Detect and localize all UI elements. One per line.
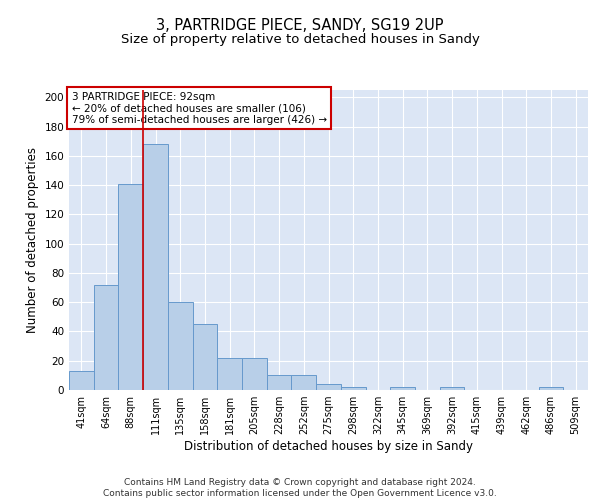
Bar <box>292 376 316 390</box>
Y-axis label: Number of detached properties: Number of detached properties <box>26 147 39 333</box>
X-axis label: Distribution of detached houses by size in Sandy: Distribution of detached houses by size … <box>184 440 473 453</box>
Bar <box>316 384 341 390</box>
Text: Size of property relative to detached houses in Sandy: Size of property relative to detached ho… <box>121 32 479 46</box>
Bar <box>539 387 563 390</box>
Bar <box>267 376 292 390</box>
Text: Contains HM Land Registry data © Crown copyright and database right 2024.
Contai: Contains HM Land Registry data © Crown c… <box>103 478 497 498</box>
Bar <box>242 358 267 390</box>
Bar <box>390 387 415 390</box>
Text: 3 PARTRIDGE PIECE: 92sqm
← 20% of detached houses are smaller (106)
79% of semi-: 3 PARTRIDGE PIECE: 92sqm ← 20% of detach… <box>71 92 327 124</box>
Bar <box>69 371 94 390</box>
Bar <box>168 302 193 390</box>
Bar <box>94 284 118 390</box>
Bar <box>217 358 242 390</box>
Bar <box>143 144 168 390</box>
Text: 3, PARTRIDGE PIECE, SANDY, SG19 2UP: 3, PARTRIDGE PIECE, SANDY, SG19 2UP <box>156 18 444 32</box>
Bar <box>193 324 217 390</box>
Bar <box>118 184 143 390</box>
Bar <box>341 387 365 390</box>
Bar <box>440 387 464 390</box>
